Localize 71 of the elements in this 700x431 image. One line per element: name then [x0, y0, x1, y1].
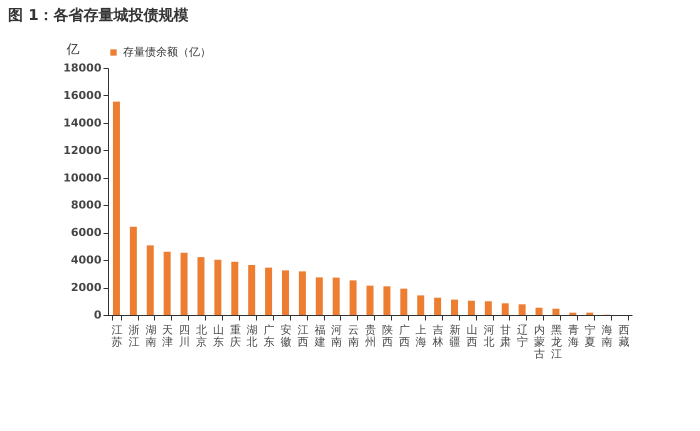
bar	[417, 295, 424, 315]
x-tick-label: 海南	[602, 324, 613, 348]
bar	[164, 252, 171, 315]
bar	[383, 286, 390, 315]
x-tick-label: 宁夏	[584, 324, 596, 348]
x-tick-label: 河南	[331, 324, 342, 348]
x-tick-label: 广东	[264, 324, 275, 348]
bar	[332, 278, 340, 315]
x-tick-label: 黑龙江	[550, 324, 562, 360]
x-tick-label: 辽宁	[517, 324, 528, 348]
bar	[112, 102, 120, 315]
bar	[282, 270, 289, 315]
x-tick-label: 重庆	[230, 324, 241, 348]
y-tick-label: 8000	[70, 198, 102, 212]
bar	[502, 303, 509, 315]
x-tick-label: 甘肃	[500, 324, 512, 348]
bar	[197, 257, 204, 315]
y-tick-label: 12000	[63, 144, 102, 157]
x-tick-label: 北京	[196, 324, 207, 348]
y-tick-label: 2000	[70, 281, 102, 294]
bar	[468, 300, 475, 315]
x-tick-label: 山东	[212, 324, 224, 348]
bar	[298, 271, 306, 315]
y-tick-label: 18000	[63, 62, 102, 74]
y-axis-title: 亿	[66, 42, 80, 58]
x-tick-label: 安徽	[280, 324, 292, 348]
x-tick-label: 河北	[483, 324, 494, 348]
bar	[366, 286, 374, 315]
x-tick-label: 新疆	[450, 324, 461, 348]
bar	[214, 260, 222, 315]
x-tick-label: 吉林	[432, 324, 444, 348]
x-tick-label: 云南	[348, 324, 360, 348]
x-tick-label: 山西	[466, 324, 478, 348]
x-tick-label: 江苏	[111, 324, 122, 348]
x-tick-label: 内蒙古	[534, 324, 546, 360]
x-tick-label: 陕西	[382, 324, 393, 348]
x-tick-label: 湖南	[145, 324, 156, 348]
y-tick-label: 14000	[63, 116, 102, 130]
y-tick-label: 6000	[70, 226, 102, 240]
x-tick-label: 贵州	[365, 324, 376, 348]
x-tick-label: 上海	[416, 324, 427, 348]
y-tick-label: 10000	[63, 171, 102, 184]
bar	[484, 301, 492, 315]
chart-title: 图 1：各省存量城投债规模	[8, 6, 190, 24]
bar	[130, 226, 137, 315]
bar	[451, 300, 458, 315]
legend-label: 存量债余额（亿）	[123, 46, 211, 58]
y-tick-label: 4000	[70, 254, 102, 267]
x-tick-label: 湖北	[246, 324, 258, 348]
bar	[146, 245, 154, 315]
x-tick-label: 江西	[297, 324, 308, 348]
bar	[434, 298, 442, 315]
bar	[536, 308, 543, 315]
x-tick-label: 青海	[568, 324, 579, 348]
y-tick-label: 0	[94, 308, 102, 322]
x-tick-label: 西藏	[618, 324, 630, 348]
bar	[231, 262, 238, 315]
bar	[552, 308, 560, 315]
bar	[265, 268, 272, 315]
x-tick-label: 广西	[398, 324, 410, 348]
bar	[248, 265, 256, 315]
y-tick-label: 16000	[63, 88, 102, 102]
bar	[316, 277, 323, 315]
bar	[180, 252, 188, 315]
bar	[518, 304, 526, 315]
x-tick-label: 福建	[313, 324, 326, 348]
x-tick-label: 天津	[162, 324, 174, 348]
x-tick-label: 四川	[179, 324, 190, 348]
x-tick-label: 浙江	[128, 324, 140, 348]
bar	[350, 280, 357, 315]
bar	[400, 288, 408, 315]
